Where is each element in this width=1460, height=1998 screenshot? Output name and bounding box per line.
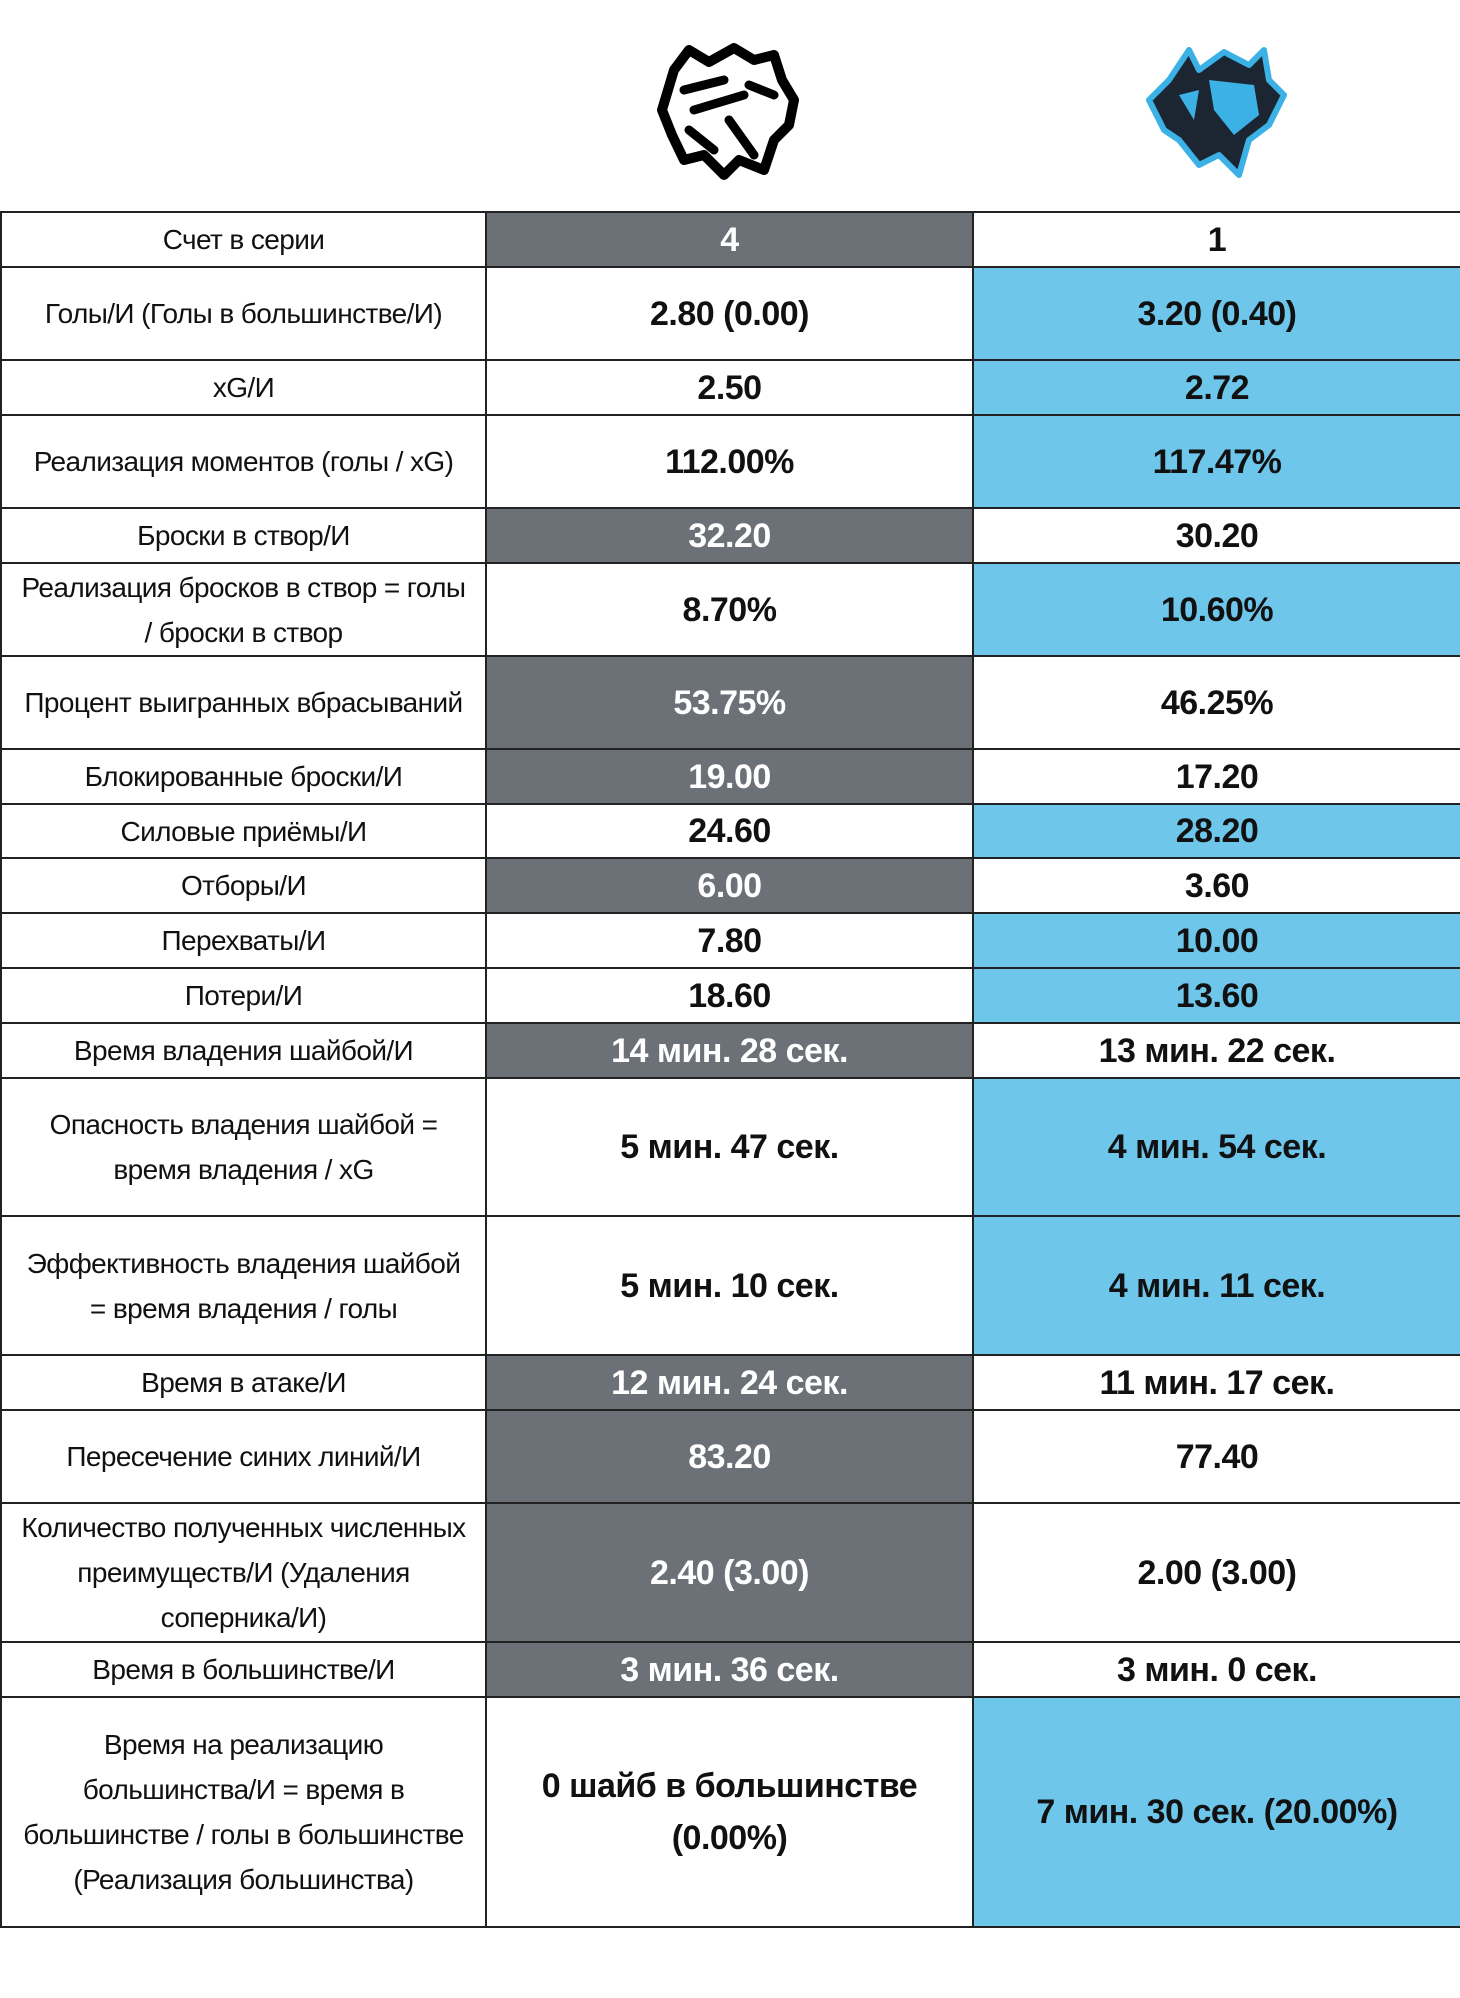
left-team-value: 83.20	[485, 1409, 974, 1504]
right-team-value: 30.20	[972, 507, 1460, 564]
left-team-value: 2.40 (3.00)	[485, 1502, 974, 1643]
right-team-value: 3 мин. 0 сек.	[972, 1641, 1460, 1698]
stat-label: Счет в серии	[0, 211, 487, 268]
stat-label: Количество полученных численных преимуще…	[0, 1502, 487, 1643]
right-team-value: 2.72	[972, 359, 1460, 416]
table-row: Время в атаке/И 12 мин. 24 сек. 11 мин. 17…	[0, 1354, 1460, 1411]
left-team-value: 24.60	[485, 803, 974, 859]
table-row: Отборы/И 6.00 3.60	[0, 857, 1460, 914]
right-team-value: 46.25%	[972, 655, 1460, 750]
right-team-value: 7 мин. 30 сек. (20.00%)	[972, 1696, 1460, 1928]
right-team-value: 10.60%	[972, 562, 1460, 657]
bison-logo-icon	[1146, 47, 1287, 178]
left-team-value: 32.20	[485, 507, 974, 564]
stat-label: Потери/И	[0, 967, 487, 1024]
right-team-value: 117.47%	[972, 414, 1460, 509]
stat-label: xG/И	[0, 359, 487, 416]
table-row: Потери/И 18.60 13.60	[0, 967, 1460, 1024]
stat-label: Голы/И (Голы в большинстве/И)	[0, 266, 487, 361]
stat-label: Перехваты/И	[0, 912, 487, 969]
left-team-value: 5 мин. 47 сек.	[485, 1077, 974, 1217]
left-team-value: 19.00	[485, 748, 974, 805]
table-row: Броски в створ/И 32.20 30.20	[0, 507, 1460, 564]
stat-label: Опасность владения шайбой = время владен…	[0, 1077, 487, 1217]
stats-comparison-table: Счет в серии 4 1 Голы/И (Голы в большинстве…	[0, 211, 1460, 1928]
right-team-value: 4 мин. 54 сек.	[972, 1077, 1460, 1217]
table-row: Блокированные броски/И 19.00 17.20	[0, 748, 1460, 805]
stat-label: Пересечение синих линий/И	[0, 1409, 487, 1504]
right-team-value: 13.60	[972, 967, 1460, 1024]
bear-logo-icon	[657, 43, 799, 180]
left-team-value: 2.50	[485, 359, 974, 416]
left-team-value: 4	[485, 211, 974, 268]
stat-label: Время владения шайбой/И	[0, 1022, 487, 1079]
stat-label: Блокированные броски/И	[0, 748, 487, 805]
left-team-value: 2.80 (0.00)	[485, 266, 974, 361]
right-team-value: 77.40	[972, 1409, 1460, 1504]
right-team-value: 1	[972, 211, 1460, 268]
right-team-value: 3.60	[972, 857, 1460, 914]
table-row: Процент выигранных вбрасываний 53.75% 46.2…	[0, 655, 1460, 750]
right-team-value: 13 мин. 22 сек.	[972, 1022, 1460, 1079]
table-row: Время владения шайбой/И 14 мин. 28 сек. 13…	[0, 1022, 1460, 1079]
stat-label: Силовые приёмы/И	[0, 803, 487, 859]
right-team-value: 2.00 (3.00)	[972, 1502, 1460, 1643]
right-team-value: 4 мин. 11 сек.	[972, 1215, 1460, 1356]
stat-label: Реализация моментов (голы / xG)	[0, 414, 487, 509]
stat-label: Броски в створ/И	[0, 507, 487, 564]
stat-label: Время в атаке/И	[0, 1354, 487, 1411]
table-row: xG/И 2.50 2.72	[0, 359, 1460, 416]
table-row: Перехваты/И 7.80 10.00	[0, 912, 1460, 969]
left-team-value: 5 мин. 10 сек.	[485, 1215, 974, 1356]
table-row: Реализация моментов (голы / xG) 112.00% 11…	[0, 414, 1460, 509]
table-row: Реализация бросков в створ = голы / брос…	[0, 562, 1460, 657]
table-row: Пересечение синих линий/И 83.20 77.40	[0, 1409, 1460, 1504]
table-row: Силовые приёмы/И 24.60 28.20	[0, 803, 1460, 859]
table-row: Эффективность владения шайбой = время вл…	[0, 1215, 1460, 1356]
stat-label: Время на реализацию большинства/И = врем…	[0, 1696, 487, 1928]
table-row: Счет в серии 4 1	[0, 211, 1460, 268]
stat-label: Реализация бросков в створ = голы / брос…	[0, 562, 487, 657]
table-row: Опасность владения шайбой = время владен…	[0, 1077, 1460, 1217]
left-team-value: 6.00	[485, 857, 974, 914]
right-team-value: 17.20	[972, 748, 1460, 805]
table-row: Голы/И (Голы в большинстве/И) 2.80 (0.00)…	[0, 266, 1460, 361]
right-team-value: 10.00	[972, 912, 1460, 969]
left-team-value: 18.60	[485, 967, 974, 1024]
left-team-value: 12 мин. 24 сек.	[485, 1354, 974, 1411]
left-team-value: 7.80	[485, 912, 974, 969]
right-team-value: 3.20 (0.40)	[972, 266, 1460, 361]
stat-label: Эффективность владения шайбой = время вл…	[0, 1215, 487, 1356]
table-row: Время в большинстве/И 3 мин. 36 сек. 3 мин…	[0, 1641, 1460, 1698]
right-team-value: 28.20	[972, 803, 1460, 859]
stat-label: Отборы/И	[0, 857, 487, 914]
left-team-value: 0 шайб в большинстве (0.00%)	[485, 1696, 974, 1928]
left-team-value: 53.75%	[485, 655, 974, 750]
right-team-value: 11 мин. 17 сек.	[972, 1354, 1460, 1411]
table-row: Время на реализацию большинства/И = врем…	[0, 1696, 1460, 1928]
left-team-value: 8.70%	[485, 562, 974, 657]
stat-label: Процент выигранных вбрасываний	[0, 655, 487, 750]
left-team-value: 14 мин. 28 сек.	[485, 1022, 974, 1079]
stat-label: Время в большинстве/И	[0, 1641, 487, 1698]
left-team-value: 3 мин. 36 сек.	[485, 1641, 974, 1698]
left-team-value: 112.00%	[485, 414, 974, 509]
table-row: Количество полученных численных преимуще…	[0, 1502, 1460, 1643]
